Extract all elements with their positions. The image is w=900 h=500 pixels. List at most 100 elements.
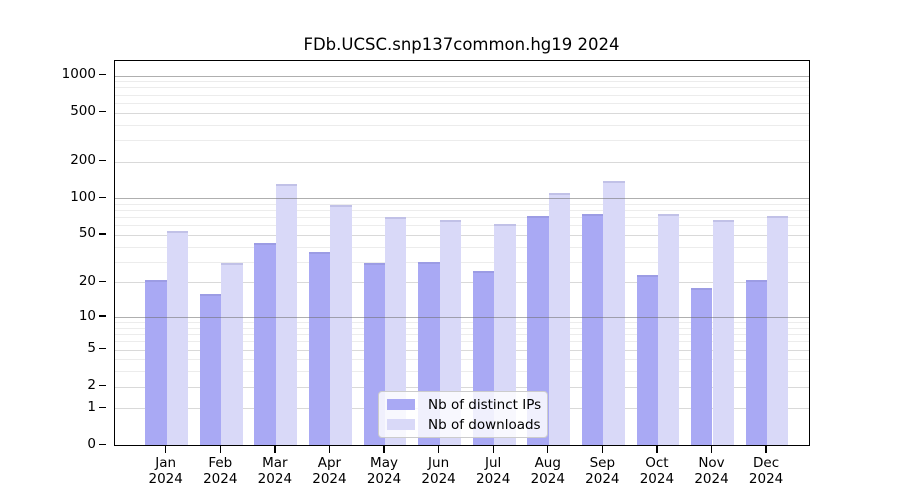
y-tick-label-500: 500 bbox=[70, 103, 96, 120]
gridline-major-1000 bbox=[114, 75, 809, 77]
bar-downloads-jan bbox=[166, 230, 189, 446]
bar-distinct-ips-feb bbox=[199, 293, 222, 446]
gridline-minor-9 bbox=[114, 322, 809, 324]
gridline-minor-30 bbox=[114, 261, 809, 263]
bar-distinct-ips-dec bbox=[745, 279, 768, 446]
y-tick-50 bbox=[99, 233, 106, 235]
gridline-minor-8 bbox=[114, 327, 809, 329]
gridline-minor-80 bbox=[114, 210, 809, 212]
gridline-minor-800 bbox=[114, 87, 809, 89]
y-tick-label-10: 10 bbox=[78, 307, 96, 324]
x-tick-may bbox=[383, 446, 385, 453]
x-tick-jan bbox=[165, 446, 167, 453]
bar-downloads-dec bbox=[767, 215, 789, 446]
x-tick-aug bbox=[547, 446, 549, 453]
y-tick-label-1000: 1000 bbox=[61, 66, 96, 83]
x-tick-label-nov: Nov 2024 bbox=[694, 455, 729, 487]
bar-downloads-jun bbox=[439, 219, 461, 446]
x-tick-label-feb: Feb 2024 bbox=[203, 455, 238, 487]
gridline-minor-400 bbox=[114, 124, 809, 126]
y-tick-label-5: 5 bbox=[87, 340, 96, 357]
bar-downloads-nov bbox=[712, 219, 734, 446]
legend-label-distinct-ips: Nb of distinct IPs bbox=[428, 396, 542, 413]
gridline-major-100 bbox=[114, 198, 809, 200]
x-tick-jul bbox=[492, 446, 494, 453]
x-tick-label-apr: Apr 2024 bbox=[312, 455, 347, 487]
x-tick-label-aug: Aug 2024 bbox=[530, 455, 565, 487]
gridline-minor-90 bbox=[114, 203, 809, 205]
x-tick-dec bbox=[765, 446, 767, 453]
gridline-minor-700 bbox=[114, 94, 809, 96]
y-tick-label-200: 200 bbox=[70, 152, 96, 169]
y-tick-label-2: 2 bbox=[87, 377, 96, 394]
x-tick-label-jun: Jun 2024 bbox=[421, 455, 456, 487]
bar-downloads-feb bbox=[221, 263, 243, 446]
bar-downloads-jul bbox=[494, 224, 516, 446]
gridline-major-10 bbox=[114, 317, 809, 319]
bar-distinct-ips-apr bbox=[309, 252, 331, 446]
legend-swatch-distinct-ips bbox=[387, 399, 415, 410]
gridline-minor-500 bbox=[114, 112, 809, 114]
gridline-minor-70 bbox=[114, 217, 809, 219]
gridline-minor-5 bbox=[114, 349, 809, 351]
bar-downloads-may bbox=[385, 217, 407, 446]
x-tick-jun bbox=[438, 446, 440, 453]
x-tick-oct bbox=[656, 446, 658, 453]
y-tick-20 bbox=[99, 280, 106, 283]
x-tick-feb bbox=[219, 446, 221, 453]
bar-distinct-ips-oct bbox=[636, 275, 658, 446]
legend-item-downloads: Nb of downloads bbox=[387, 416, 541, 433]
y-tick-5 bbox=[99, 347, 106, 350]
bar-downloads-sep bbox=[603, 180, 625, 446]
gridline-minor-300 bbox=[114, 139, 809, 141]
legend: Nb of distinct IPs Nb of downloads bbox=[378, 391, 548, 438]
gridline-minor-7 bbox=[114, 334, 809, 336]
legend-label-downloads: Nb of downloads bbox=[428, 416, 541, 433]
gridline-minor-200 bbox=[114, 161, 809, 163]
y-tick-label-1: 1 bbox=[87, 398, 96, 415]
legend-swatch-downloads bbox=[387, 419, 415, 430]
y-tick-label-100: 100 bbox=[70, 188, 96, 205]
y-tick-label-20: 20 bbox=[78, 272, 96, 289]
gridline-minor-900 bbox=[114, 81, 809, 83]
gridline-minor-3 bbox=[114, 371, 809, 373]
gridline-minor-2 bbox=[114, 386, 809, 388]
gridline-minor-40 bbox=[114, 246, 809, 248]
bar-downloads-oct bbox=[657, 214, 680, 446]
y-tick-500 bbox=[99, 111, 106, 113]
plot-area bbox=[113, 59, 810, 446]
y-tick-1 bbox=[99, 406, 106, 409]
x-tick-apr bbox=[328, 446, 331, 453]
chart-title: FDb.UCSC.snp137common.hg19 2024 bbox=[303, 35, 620, 54]
bar-distinct-ips-mar bbox=[254, 242, 276, 446]
gridline-minor-4 bbox=[114, 359, 809, 361]
bar-distinct-ips-jan bbox=[145, 279, 167, 446]
y-tick-2 bbox=[99, 385, 106, 387]
x-tick-nov bbox=[710, 446, 713, 453]
legend-item-distinct-ips: Nb of distinct IPs bbox=[387, 396, 542, 413]
x-tick-label-jul: Jul 2024 bbox=[475, 455, 511, 487]
x-tick-label-may: May 2024 bbox=[366, 455, 402, 487]
y-tick-10 bbox=[99, 315, 106, 317]
bar-downloads-mar bbox=[275, 184, 298, 446]
gridline-minor-600 bbox=[114, 102, 809, 104]
x-tick-label-jan: Jan 2024 bbox=[148, 455, 183, 487]
bar-distinct-ips-aug bbox=[527, 216, 549, 446]
bar-distinct-ips-nov bbox=[691, 287, 713, 446]
x-tick-mar bbox=[274, 446, 276, 453]
bar-downloads-apr bbox=[330, 205, 352, 446]
y-tick-label-0: 0 bbox=[87, 436, 96, 452]
gridline-minor-60 bbox=[114, 225, 809, 227]
x-tick-label-mar: Mar 2024 bbox=[257, 455, 293, 487]
x-tick-label-oct: Oct 2024 bbox=[639, 455, 675, 487]
gridline-minor-20 bbox=[114, 282, 809, 284]
gridline-minor-50 bbox=[114, 234, 809, 236]
x-tick-label-sep: Sep 2024 bbox=[585, 455, 620, 487]
y-tick-1000 bbox=[99, 73, 106, 76]
x-tick-label-dec: Dec 2024 bbox=[748, 455, 784, 487]
y-tick-200 bbox=[99, 159, 106, 162]
bar-downloads-aug bbox=[548, 193, 571, 446]
y-tick-label-50: 50 bbox=[78, 225, 96, 242]
gridline-minor-6 bbox=[114, 341, 809, 343]
